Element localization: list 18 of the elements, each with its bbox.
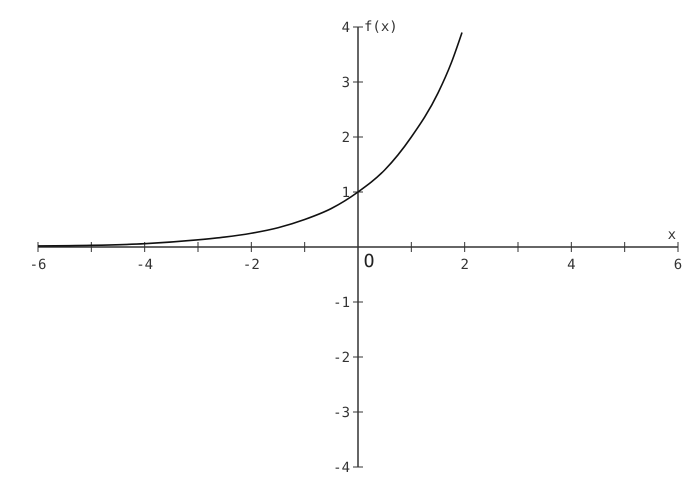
- x-tick-label: 6: [674, 257, 682, 273]
- x-tick-label: -4: [136, 257, 154, 273]
- y-tick-label: 4: [342, 20, 350, 36]
- x-tick-label: 4: [567, 257, 576, 273]
- x-tick-label: -6: [30, 257, 46, 273]
- y-tick-label: 1: [342, 185, 350, 201]
- y-tick-label: -3: [333, 405, 350, 421]
- y-tick-label: 2: [342, 130, 350, 146]
- y-tick-label: 3: [342, 75, 350, 91]
- line-series: [37, 32, 463, 247]
- x-tick-label: -2: [242, 257, 260, 273]
- x-axis-title: x: [668, 227, 676, 243]
- y-tick-label: -4: [333, 460, 350, 476]
- y-tick-label: -1: [333, 295, 350, 311]
- y-tick-label: -2: [333, 350, 350, 366]
- y-axis-title: f(x): [364, 19, 398, 35]
- x-tick-label: 2: [460, 257, 469, 273]
- annotation: O: [364, 251, 374, 272]
